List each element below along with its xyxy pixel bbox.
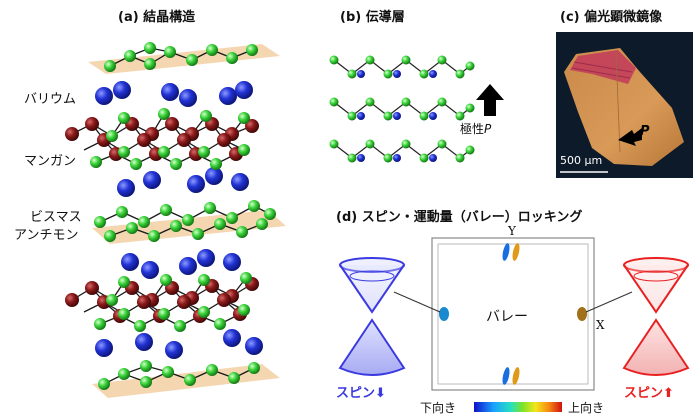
panel-d-title: (d) スピン・運動量（バレー）ロッキング	[336, 210, 583, 225]
spin-down-label: スピン⬇	[336, 382, 386, 401]
microscope-image: P 500 μm	[556, 32, 693, 178]
polarity-label: 極性P	[460, 120, 491, 137]
barium-atoms	[95, 81, 263, 359]
polarity-arrow-icon	[476, 84, 504, 116]
crystal-structure	[65, 42, 286, 398]
spin-down-text: スピン	[336, 386, 376, 401]
polarity-arrow-photo-icon	[618, 128, 642, 146]
colorbar-label-up: 上向き	[568, 401, 605, 415]
spin-down-cones	[338, 257, 406, 376]
label-barium: バリウム	[24, 92, 77, 107]
valley-label: バレー	[486, 309, 528, 325]
pnictogen-plane-top	[88, 44, 280, 74]
photo-polarity-label: P	[640, 124, 650, 139]
panel-c-title: (c) 偏光顕微鏡像	[560, 10, 663, 25]
polarity-symbol: P	[484, 122, 492, 136]
polarity-prefix: 極性	[460, 122, 485, 136]
axis-y-label: Y	[508, 224, 516, 238]
spin-up-arrow-icon: ⬆	[663, 386, 674, 401]
brillouin-zone	[431, 237, 595, 391]
spin-down-arrow-icon: ⬇	[375, 386, 386, 401]
label-manganese: マンガン	[24, 154, 77, 169]
label-antimony: アンチモン	[14, 228, 79, 243]
scale-label: 500 μm	[560, 154, 603, 167]
axis-x-label: X	[596, 318, 605, 332]
valley-pockets	[439, 243, 587, 385]
label-bismuth: ビスマス	[30, 210, 82, 225]
spin-colorbar	[474, 402, 562, 412]
conducting-layer	[329, 55, 504, 163]
spin-up-label: スピン⬆	[624, 382, 674, 401]
panel-a-title: (a) 結晶構造	[118, 10, 196, 25]
panel-b-title: (b) 伝導層	[340, 10, 405, 25]
valley-diagram	[338, 237, 690, 412]
pnictogen-atoms	[90, 42, 276, 390]
spin-up-text: スピン	[624, 386, 664, 401]
colorbar-label-down: 下向き	[420, 401, 457, 415]
crystal-flake	[564, 48, 684, 166]
spin-up-cones	[622, 257, 690, 376]
